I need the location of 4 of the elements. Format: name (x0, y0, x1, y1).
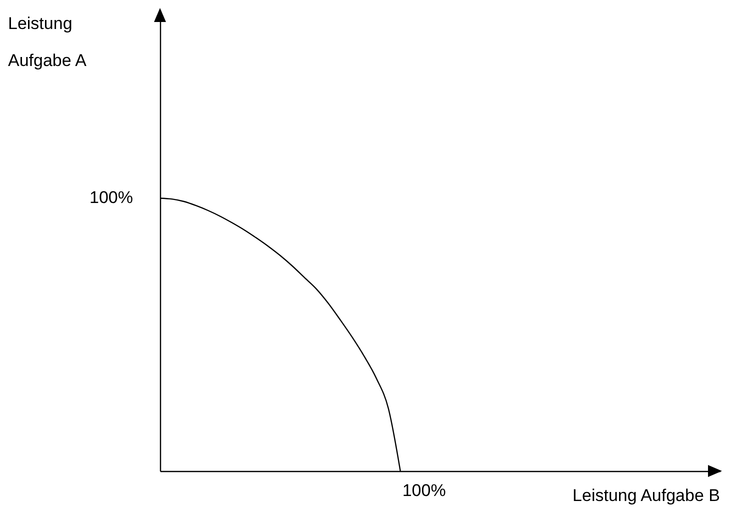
text: 100% (402, 481, 446, 500)
text: 100% (90, 188, 133, 208)
text: Leistung Aufgabe B (572, 486, 720, 505)
text: Leistung Aufgabe A (8, 14, 88, 70)
